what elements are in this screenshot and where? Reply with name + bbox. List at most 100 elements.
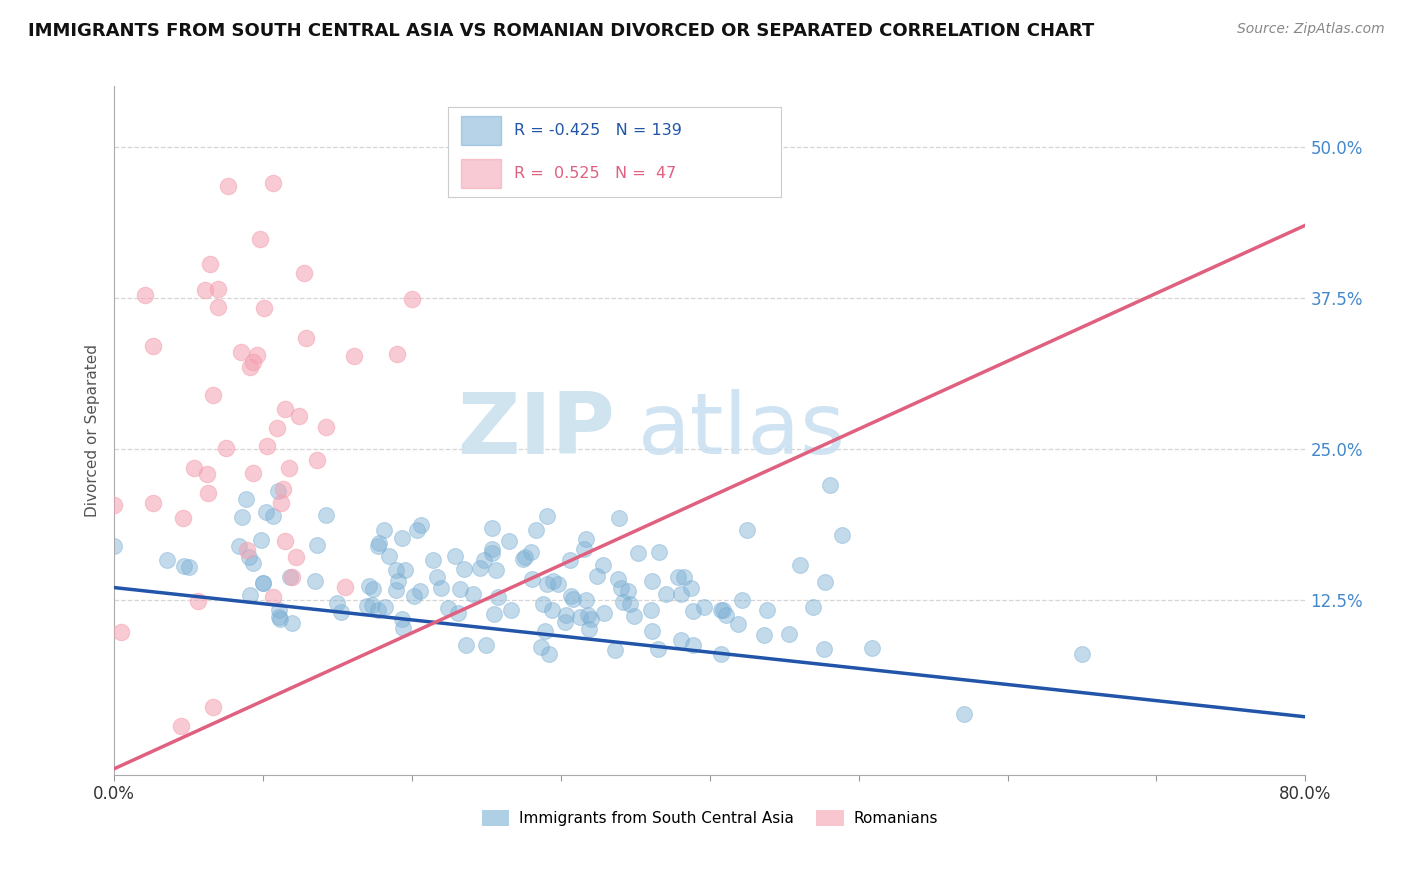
Point xyxy=(711,603,734,617)
Point xyxy=(343,349,366,363)
Point xyxy=(242,355,264,369)
Point xyxy=(520,573,543,587)
Point xyxy=(578,623,600,637)
Point xyxy=(481,521,503,535)
Point xyxy=(231,510,253,524)
Point xyxy=(655,587,678,601)
Point xyxy=(238,549,260,564)
Point xyxy=(813,641,835,656)
Point xyxy=(730,593,752,607)
Point xyxy=(682,604,704,618)
Point xyxy=(953,707,976,722)
Point xyxy=(426,570,449,584)
Point xyxy=(714,607,737,622)
Point xyxy=(229,345,252,359)
Point xyxy=(378,549,401,563)
Point xyxy=(172,510,194,524)
Point xyxy=(710,647,733,661)
Point xyxy=(735,523,758,537)
Point xyxy=(682,638,704,652)
Point xyxy=(103,539,125,553)
Point xyxy=(627,546,650,560)
Point xyxy=(612,595,634,609)
Point xyxy=(201,388,224,402)
Point xyxy=(368,536,391,550)
Point xyxy=(554,607,576,622)
Point xyxy=(524,523,547,537)
Point xyxy=(217,179,239,194)
Point xyxy=(541,574,564,588)
Point xyxy=(239,589,262,603)
Point xyxy=(385,583,408,598)
Point xyxy=(333,581,356,595)
Point xyxy=(156,553,179,567)
Point xyxy=(236,543,259,558)
Point xyxy=(249,232,271,246)
Point xyxy=(315,508,337,522)
Point xyxy=(330,605,353,619)
Point xyxy=(575,533,598,547)
Point xyxy=(361,582,384,597)
Y-axis label: Divorced or Separated: Divorced or Separated xyxy=(86,344,100,517)
Point xyxy=(679,581,702,595)
Point xyxy=(485,563,508,577)
Point xyxy=(727,617,749,632)
Point xyxy=(456,638,478,652)
Point xyxy=(287,409,309,424)
Point xyxy=(818,478,841,492)
Point xyxy=(569,610,592,624)
Point xyxy=(541,603,564,617)
Point xyxy=(142,496,165,510)
Point xyxy=(278,570,301,584)
Point xyxy=(605,643,627,657)
Text: Source: ZipAtlas.com: Source: ZipAtlas.com xyxy=(1237,22,1385,37)
Point xyxy=(359,579,381,593)
Point xyxy=(592,558,614,573)
Point xyxy=(648,545,671,559)
Point xyxy=(554,615,576,629)
Point xyxy=(586,569,609,583)
Point xyxy=(315,420,337,434)
Point xyxy=(547,577,569,591)
Point xyxy=(520,545,543,559)
Point xyxy=(813,574,835,589)
Point xyxy=(266,421,288,435)
Point xyxy=(475,638,498,652)
Point xyxy=(534,624,557,639)
Point xyxy=(576,607,599,622)
Point xyxy=(269,609,291,624)
Point xyxy=(304,574,326,589)
Point xyxy=(384,563,406,577)
Point xyxy=(256,504,278,518)
Point xyxy=(198,257,221,271)
Point xyxy=(385,347,408,361)
Point xyxy=(134,288,156,302)
Point xyxy=(169,719,191,733)
Point xyxy=(482,607,505,621)
Point xyxy=(779,627,801,641)
Text: atlas: atlas xyxy=(638,389,846,472)
Point xyxy=(142,339,165,353)
Point xyxy=(401,292,423,306)
Point xyxy=(356,599,378,614)
Point xyxy=(262,509,284,524)
Point xyxy=(242,556,264,570)
Point xyxy=(498,533,520,548)
Point xyxy=(538,647,561,661)
Point xyxy=(501,602,523,616)
Point xyxy=(512,551,534,566)
Point xyxy=(607,572,630,586)
Point xyxy=(406,523,429,537)
Point xyxy=(394,563,416,577)
Point xyxy=(270,496,292,510)
Point xyxy=(756,603,779,617)
Point xyxy=(860,640,883,655)
Point xyxy=(481,541,503,556)
Point xyxy=(607,511,630,525)
Point xyxy=(472,553,495,567)
Point xyxy=(267,484,290,499)
Point xyxy=(242,466,264,480)
Point xyxy=(831,528,853,542)
Point xyxy=(197,486,219,500)
Point xyxy=(187,593,209,607)
